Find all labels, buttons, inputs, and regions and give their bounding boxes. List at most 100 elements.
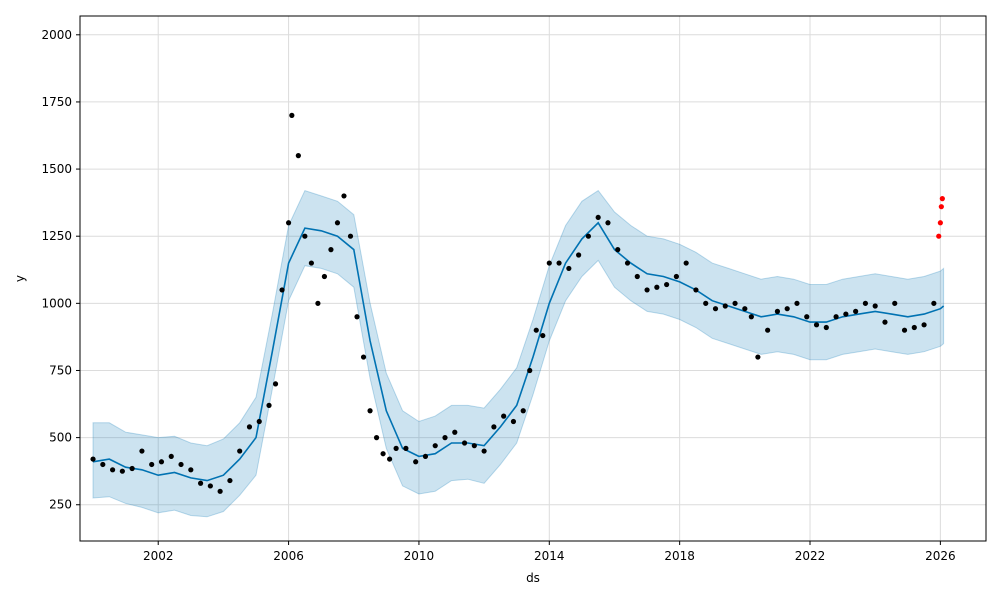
observed-point <box>546 260 552 266</box>
observed-point <box>308 260 314 266</box>
observed-point <box>862 300 869 306</box>
observed-point <box>527 367 533 374</box>
observed-point <box>615 247 621 253</box>
observed-point <box>901 327 908 333</box>
observed-point <box>197 480 204 486</box>
observed-point <box>576 252 582 258</box>
observed-point <box>755 354 761 360</box>
x-tick-label: 2014 <box>534 549 565 563</box>
observed-point <box>664 281 670 288</box>
observed-point <box>158 459 165 465</box>
observed-point <box>119 468 125 474</box>
observed-point <box>683 260 689 266</box>
observed-point <box>501 413 507 419</box>
observed-point <box>328 247 334 253</box>
observed-point <box>461 440 468 446</box>
observed-point <box>794 300 800 306</box>
observed-point <box>520 408 526 414</box>
observed-point <box>931 300 937 306</box>
observed-point <box>566 265 572 272</box>
observed-point <box>872 303 878 309</box>
observed-point <box>774 308 781 314</box>
observed-point <box>471 443 477 449</box>
recent-point <box>937 220 943 226</box>
observed-point <box>279 287 285 293</box>
observed-point <box>703 300 709 306</box>
observed-point <box>540 332 546 339</box>
observed-point <box>452 429 458 435</box>
observed-point <box>367 408 373 414</box>
observed-point <box>380 451 386 457</box>
observed-point <box>393 445 399 451</box>
observed-point <box>765 327 771 333</box>
y-axis-ticks: 250 500 750 1000 1250 1500 1750 2000 <box>41 28 80 512</box>
observed-point <box>673 273 679 280</box>
observed-point <box>207 483 213 489</box>
observed-point <box>853 308 859 314</box>
forecast-line <box>92 221 945 482</box>
recent-point <box>936 233 942 239</box>
observed-point <box>422 453 429 460</box>
observed-point <box>833 314 839 320</box>
y-tick-label: 2000 <box>41 28 72 42</box>
observed-point <box>354 314 360 320</box>
y-axis-label: y <box>13 275 27 282</box>
observed-point <box>321 273 328 280</box>
observed-point <box>784 306 790 312</box>
observed-point <box>217 488 223 494</box>
observed-point <box>481 448 487 454</box>
observed-point <box>693 287 699 293</box>
observed-point <box>266 402 272 408</box>
observed-point <box>302 233 308 239</box>
plot-frame <box>79 15 987 542</box>
observed-point <box>149 461 155 468</box>
y-tick-label: 1750 <box>41 95 72 109</box>
observed-point <box>272 381 279 387</box>
y-tick-label: 250 <box>49 498 72 512</box>
observed-point <box>510 418 517 425</box>
observed-point <box>882 319 888 325</box>
observed-point <box>892 300 898 306</box>
observed-point <box>334 220 341 226</box>
x-axis-ticks: 2002 2006 2010 2014 2018 2022 2026 <box>143 541 956 563</box>
recent-point <box>939 196 945 202</box>
observed-point <box>585 233 592 239</box>
observed-point <box>432 443 438 449</box>
observed-point <box>732 300 738 306</box>
observed-point <box>129 465 135 472</box>
grid <box>80 16 986 541</box>
observed-point <box>813 322 820 328</box>
observed-point <box>403 445 409 451</box>
observed-point <box>804 314 810 320</box>
observed-point <box>413 459 419 465</box>
x-tick-label: 2018 <box>664 549 695 563</box>
observed-point <box>911 324 917 331</box>
observed-point <box>595 214 601 221</box>
observed-point <box>533 327 539 333</box>
observed-point <box>387 456 393 462</box>
x-tick-label: 2026 <box>925 549 956 563</box>
observed-point <box>289 112 295 118</box>
observed-point <box>341 193 347 199</box>
observed-point <box>921 322 927 328</box>
recent-point <box>938 204 944 210</box>
x-tick-label: 2006 <box>273 549 304 563</box>
observed-point <box>823 324 829 331</box>
uncertainty-interval <box>92 189 945 518</box>
observed-point <box>742 306 748 312</box>
observed-point <box>491 424 497 430</box>
x-tick-label: 2002 <box>143 549 174 563</box>
y-tick-label: 1250 <box>41 229 72 243</box>
observed-point <box>256 418 262 425</box>
observed-point <box>315 300 321 306</box>
observed-point <box>360 354 367 360</box>
observed-point <box>634 273 640 280</box>
observed-point <box>246 424 253 430</box>
x-tick-label: 2022 <box>795 549 826 563</box>
x-axis-label: ds <box>526 571 540 585</box>
observed-point <box>748 314 754 320</box>
y-tick-label: 1000 <box>41 296 72 310</box>
observed-point <box>227 477 233 484</box>
observed-point <box>654 284 660 290</box>
